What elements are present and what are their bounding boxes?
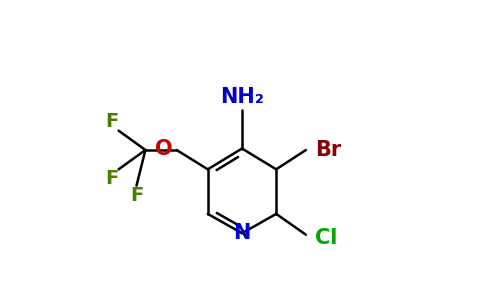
- Text: Cl: Cl: [315, 228, 337, 248]
- Text: F: F: [106, 169, 119, 188]
- Text: O: O: [154, 139, 172, 158]
- Text: NH₂: NH₂: [220, 87, 264, 107]
- Text: Br: Br: [315, 140, 341, 160]
- Text: F: F: [130, 186, 143, 205]
- Text: N: N: [233, 223, 251, 243]
- Text: F: F: [106, 112, 119, 131]
